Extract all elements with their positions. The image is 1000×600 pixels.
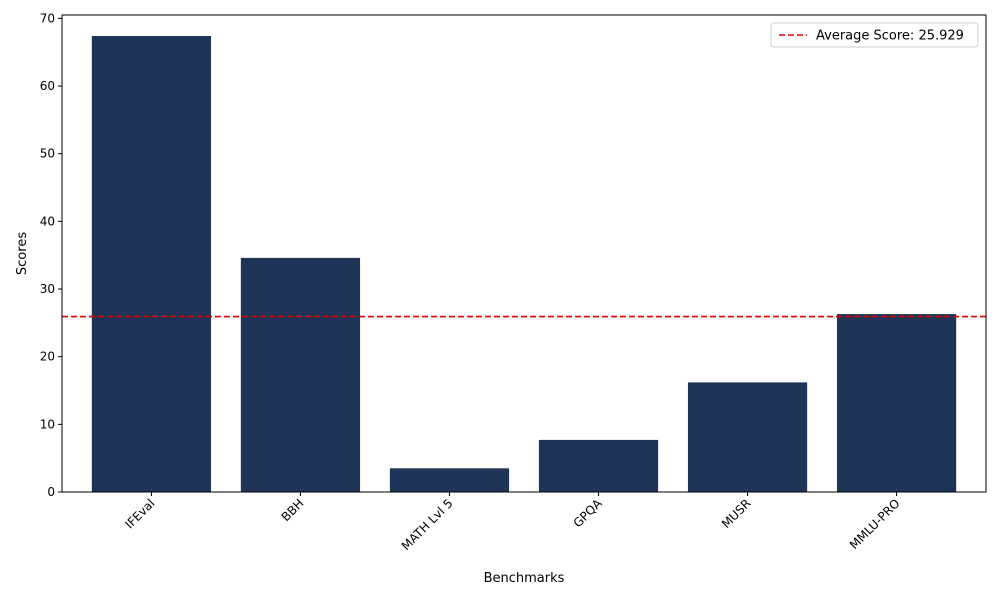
y-tick-label: 10 bbox=[40, 417, 55, 431]
legend: Average Score: 25.929 bbox=[770, 22, 979, 48]
legend-label: Average Score: 25.929 bbox=[816, 29, 964, 44]
y-tick-label: 60 bbox=[40, 79, 55, 93]
bar-bbh bbox=[240, 257, 361, 492]
y-tick-label: 50 bbox=[40, 147, 55, 161]
bar-mmlu-pro bbox=[836, 314, 957, 492]
bar-ifeval bbox=[91, 35, 212, 493]
y-tick-label: 40 bbox=[40, 214, 55, 228]
x-tick-label: IFEval bbox=[122, 496, 157, 531]
y-axis-title: Scores bbox=[15, 232, 30, 275]
y-tick-label: 30 bbox=[40, 282, 55, 296]
x-tick-label: MATH Lvl 5 bbox=[399, 496, 456, 553]
y-tick-label: 70 bbox=[40, 11, 55, 25]
plot-frame bbox=[61, 14, 987, 493]
x-tick-label: MMLU-PRO bbox=[847, 496, 903, 552]
x-axis: IFEval BBH MATH Lvl 5 GPQA MUSR MMLU-PRO bbox=[122, 492, 903, 553]
bars bbox=[91, 35, 957, 493]
x-tick-label: GPQA bbox=[571, 496, 606, 531]
legend-box bbox=[770, 22, 979, 48]
y-tick-label: 0 bbox=[47, 485, 55, 499]
bar-musr bbox=[687, 382, 808, 492]
x-tick-label: BBH bbox=[279, 496, 307, 524]
bar-math-lvl-5 bbox=[389, 468, 510, 492]
x-axis-title: Benchmarks bbox=[484, 571, 565, 586]
bar-gpqa bbox=[538, 439, 659, 492]
x-tick-label: MUSR bbox=[719, 496, 754, 531]
y-tick-label: 20 bbox=[40, 350, 55, 364]
y-axis: 0 10 20 30 40 50 60 70 bbox=[40, 11, 62, 499]
